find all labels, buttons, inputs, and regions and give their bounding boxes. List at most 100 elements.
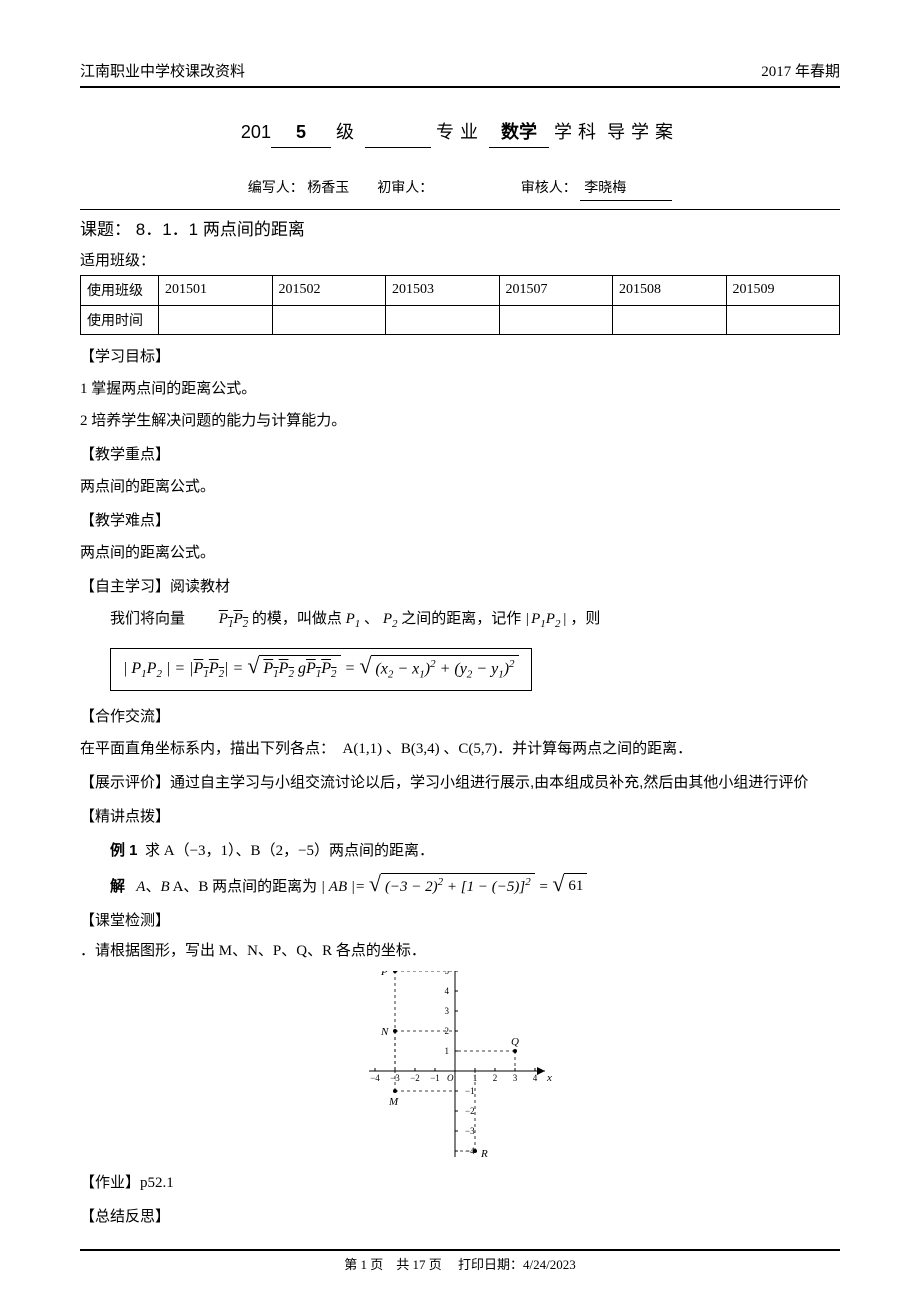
hw-head: 【作业】p52.1 — [80, 1171, 840, 1195]
row-label: 使用班级 — [81, 276, 159, 305]
abs-p1p2: |P1P2| — [525, 611, 567, 627]
writer-name: 杨香玉 — [307, 181, 349, 196]
svg-text:3: 3 — [513, 1073, 518, 1083]
table-cell: 201509 — [726, 276, 840, 305]
topic-label: 课题： — [80, 220, 131, 239]
svg-text:4: 4 — [445, 986, 450, 996]
table-row: 使用班级 201501 201502 201503 201507 201508 … — [81, 276, 840, 305]
distance-formula: | P1P2 | = |P1P2| = √P1P2 gP1P2 = √(x2 −… — [110, 648, 532, 691]
svg-text:−2: −2 — [465, 1106, 475, 1116]
footer-page: 第 1 页 共 17 页 — [344, 1257, 442, 1272]
goal-1: 1 掌握两点间的距离公式。 — [80, 377, 840, 401]
vector-p1p2: P1P2 — [189, 607, 248, 634]
svg-text:−4: −4 — [370, 1073, 380, 1083]
svg-text:N: N — [380, 1026, 389, 1038]
class-table: 使用班级 201501 201502 201503 201507 201508 … — [80, 275, 840, 335]
sol-text: A、B 两点间的距离为 — [173, 879, 318, 895]
svg-text:2: 2 — [493, 1073, 498, 1083]
page-header: 江南职业中学校课改资料 2017 年春期 — [80, 60, 840, 88]
topic-value: 8．1．1 两点间的距离 — [136, 220, 305, 239]
table-cell: 201508 — [613, 276, 727, 305]
example-1: 例 1 求 A（−3，1）、B（2，−5）两点间的距离． — [110, 839, 840, 863]
major-label: 专业 — [436, 122, 484, 142]
svg-text:R: R — [480, 1148, 488, 1160]
svg-text:5: 5 — [445, 971, 450, 976]
credits-row: 编写人： 杨香玉 初审人： 审核人： 李晓梅 — [80, 178, 840, 210]
diff-head: 【教学难点】 — [80, 509, 840, 533]
self-text: 我们将向量 P1P2 的模，叫做点 P1 、 P2 之间的距离，记作 |P1P2… — [80, 607, 840, 634]
grade-suffix: 级 — [336, 122, 360, 142]
header-left: 江南职业中学校课改资料 — [80, 60, 245, 84]
table-cell — [386, 305, 500, 334]
coordinate-chart: −4−3−2−11234−4−3−2−112345OxyPNMQR — [80, 971, 840, 1161]
svg-text:M: M — [388, 1096, 399, 1108]
self-e: ，则 — [570, 611, 600, 627]
first-review-label: 初审人： — [377, 181, 433, 196]
subject-blank: 数学 — [489, 118, 549, 148]
table-cell — [159, 305, 273, 334]
self-head: 【自主学习】阅读教材 — [80, 575, 840, 599]
svg-text:−1: −1 — [465, 1086, 475, 1096]
ex-text: 求 A（−3，1）、B（2，−5）两点间的距离． — [145, 843, 434, 859]
table-cell: 201502 — [272, 276, 386, 305]
page-footer: 第 1 页 共 17 页 打印日期：4/24/2023 — [80, 1255, 840, 1276]
svg-text:x: x — [546, 1072, 552, 1084]
svg-text:−3: −3 — [465, 1126, 475, 1136]
coop-head: 【合作交流】 — [80, 705, 840, 729]
reviewer-name: 李晓梅 — [580, 178, 672, 201]
diff-text: 两点间的距离公式。 — [80, 541, 840, 565]
svg-text:4: 4 — [533, 1073, 538, 1083]
title-prefix: 201 — [241, 122, 271, 142]
footer-rule: 第 1 页 共 17 页 打印日期：4/24/2023 — [80, 1249, 840, 1276]
subject-label: 学科 — [554, 122, 602, 142]
table-cell: 201507 — [499, 276, 613, 305]
goal-2: 2 培养学生解决问题的能力与计算能力。 — [80, 409, 840, 433]
solution: 解 A、B A、B 两点间的距离为 | AB |= √(−3 − 2)2 + [… — [110, 873, 840, 899]
reflect-head: 【总结反思】 — [80, 1205, 840, 1229]
coord-svg: −4−3−2−11234−4−3−2−112345OxyPNMQR — [355, 971, 565, 1161]
svg-text:1: 1 — [445, 1046, 450, 1056]
applicable-label: 适用班级： — [80, 249, 840, 273]
svg-text:P: P — [380, 971, 388, 978]
doc-type: 导学案 — [607, 122, 679, 142]
document-title: 2015 级 专业 数学 学科 导学案 — [80, 118, 840, 148]
review-label: 审核人： — [521, 181, 577, 196]
show-head: 【展示评价】通过自主学习与小组交流讨论以后，学习小组进行展示,由本组成员补充,然… — [80, 771, 840, 795]
key-text: 两点间的距离公式。 — [80, 475, 840, 499]
row-label: 使用时间 — [81, 305, 159, 334]
self-d: 之间的距离，记作 — [401, 611, 525, 627]
table-cell — [726, 305, 840, 334]
header-right: 2017 年春期 — [761, 60, 840, 84]
svg-text:−1: −1 — [430, 1073, 440, 1083]
key-head: 【教学重点】 — [80, 443, 840, 467]
p2: P2 — [383, 611, 398, 627]
coop-text: 在平面直角坐标系内，描出下列各点： A(1,1) 、B(3,4) 、C(5,7)… — [80, 737, 840, 761]
table-row: 使用时间 — [81, 305, 840, 334]
table-cell — [613, 305, 727, 334]
topic-line: 课题： 8．1．1 两点间的距离 — [80, 216, 840, 243]
self-a: 我们将向量 — [110, 611, 189, 627]
grade-blank: 5 — [271, 118, 331, 148]
table-cell: 201503 — [386, 276, 500, 305]
major-blank — [365, 118, 431, 148]
hw-text: p52.1 — [140, 1175, 174, 1191]
goal-head: 【学习目标】 — [80, 345, 840, 369]
svg-text:−2: −2 — [410, 1073, 420, 1083]
ex-label: 例 1 — [110, 842, 138, 859]
self-c: 、 — [364, 611, 379, 627]
svg-text:Q: Q — [511, 1036, 519, 1048]
svg-text:3: 3 — [445, 1006, 450, 1016]
test-head: 【课堂检测】 — [80, 909, 840, 933]
writer-label: 编写人： — [248, 181, 304, 196]
self-b: 的模，叫做点 — [252, 611, 346, 627]
footer-print: 打印日期：4/24/2023 — [458, 1257, 576, 1272]
lecture-head: 【精讲点拨】 — [80, 805, 840, 829]
table-cell: 201501 — [159, 276, 273, 305]
test-text: ．请根据图形，写出 M、N、P、Q、R 各点的坐标． — [80, 939, 840, 963]
table-cell — [272, 305, 386, 334]
svg-text:O: O — [447, 1073, 454, 1083]
hw-head-label: 【作业】 — [80, 1174, 140, 1191]
sol-label: 解 — [110, 878, 125, 895]
first-review-name — [437, 181, 493, 196]
table-cell — [499, 305, 613, 334]
